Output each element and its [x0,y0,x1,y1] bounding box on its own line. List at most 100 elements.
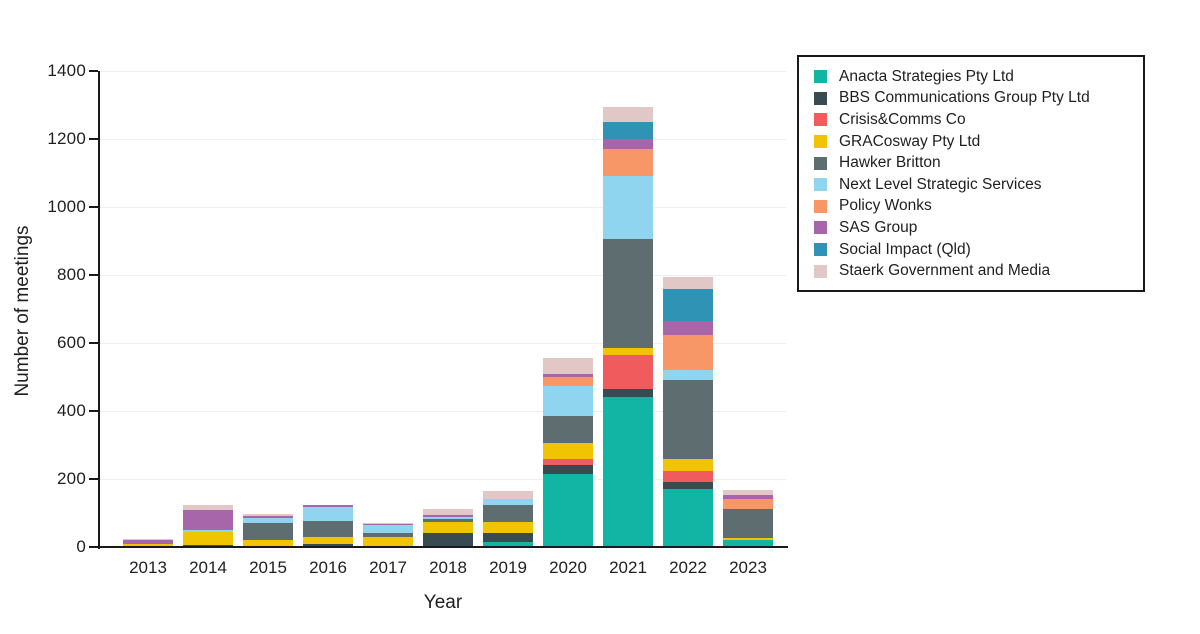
bar-segment [123,540,173,545]
y-tick-label-0: 0 [76,537,86,556]
bar-segment [663,334,713,371]
y-tick-0 [89,546,98,548]
bar-segment [603,239,653,349]
bar-segment [603,388,653,398]
y-tick-400 [89,410,98,412]
x-tick-label-2015: 2015 [249,558,287,577]
legend-item: BBS Communications Group Pty Ltd [814,88,1133,110]
bar-segment [663,489,713,547]
bar-segment [603,176,653,240]
bar-2019 [483,490,533,547]
x-tick-label-2023: 2023 [729,558,767,577]
legend-swatch-icon [814,199,827,213]
legend-swatch-icon [814,264,827,278]
legend: Anacta Strategies Pty Ltd BBS Communicati… [797,55,1145,292]
bar-segment [423,533,473,547]
bar-2013 [123,538,173,547]
bar-2016 [303,505,353,547]
legend-label: Policy Wonks [839,197,932,215]
bar-segment [543,443,593,459]
bar-segment [603,397,653,547]
bar-2014 [183,505,233,547]
bar-segment [663,482,713,490]
bar-segment [543,358,593,374]
bar-segment [663,288,713,321]
legend-swatch-icon [814,221,827,235]
y-tick-1400 [89,70,98,72]
legend-item: Anacta Strategies Pty Ltd [814,66,1133,88]
legend-swatch-icon [814,113,827,127]
bar-segment [303,520,353,537]
bar-segment [663,320,713,335]
legend-label: Social Impact (Qld) [839,240,971,258]
bar-segment [303,543,353,547]
y-axis-spine [98,71,100,549]
legend-item: Social Impact (Qld) [814,239,1133,261]
legend-item: Crisis&Comms Co [814,109,1133,131]
bar-segment [243,540,293,547]
y-tick-label-600: 600 [57,333,86,352]
bar-2023 [723,490,773,547]
bar-segment [543,373,593,378]
bar-segment [243,522,293,541]
legend-label: Crisis&Comms Co [839,110,966,128]
bar-2020 [543,358,593,547]
y-tick-1200 [89,138,98,140]
bar-segment [363,522,413,524]
bar-segment [603,354,653,389]
legend-label: Next Level Strategic Services [839,175,1042,193]
bar-segment [543,473,593,547]
bar-segment [363,523,413,526]
bar-segment [243,514,293,517]
bar-segment [663,276,713,289]
bar-segment [543,385,593,417]
bar-segment [123,538,173,541]
bar-2018 [423,509,473,547]
bar-2015 [243,514,293,547]
bar-segment [423,515,473,518]
legend-item: GRACosway Pty Ltd [814,131,1133,153]
legend-swatch-icon [814,243,827,257]
legend-swatch-icon [814,70,827,84]
y-tick-label-1400: 1400 [47,61,86,80]
bar-segment [303,506,353,521]
gridline-200 [100,479,786,480]
bar-2021 [603,106,653,547]
x-tick-label-2018: 2018 [429,558,467,577]
y-tick-200 [89,478,98,480]
bar-segment [663,470,713,483]
gridline-800 [100,275,786,276]
bar-segment [303,505,353,507]
bar-segment [723,508,773,538]
bar-segment [543,458,593,466]
bar-segment [723,540,773,547]
x-axis-title: Year [423,592,463,613]
bar-segment [363,533,413,538]
y-tick-800 [89,274,98,276]
bar-segment [723,498,773,509]
gridline-1200 [100,139,786,140]
y-tick-label-400: 400 [57,401,86,420]
bar-segment [123,544,173,547]
bar-segment [603,149,653,177]
y-tick-label-200: 200 [57,469,86,488]
bar-2022 [663,276,713,547]
bar-segment [363,537,413,546]
gridline-1000 [100,207,786,208]
legend-label: BBS Communications Group Pty Ltd [839,89,1090,107]
bar-segment [363,525,413,534]
bar-segment [483,541,533,547]
legend-label: Staerk Government and Media [839,262,1051,280]
legend-label: Hawker Britton [839,154,941,172]
bar-segment [663,380,713,459]
y-axis-title: Number of meetings [12,225,33,397]
bar-segment [603,139,653,150]
bar-segment [423,509,473,516]
gridline-600 [100,343,786,344]
x-tick-label-2014: 2014 [189,558,227,577]
legend-item: Policy Wonks [814,196,1133,218]
y-tick-600 [89,342,98,344]
x-tick-label-2021: 2021 [609,558,647,577]
bar-2017 [363,522,413,547]
bar-segment [663,458,713,471]
